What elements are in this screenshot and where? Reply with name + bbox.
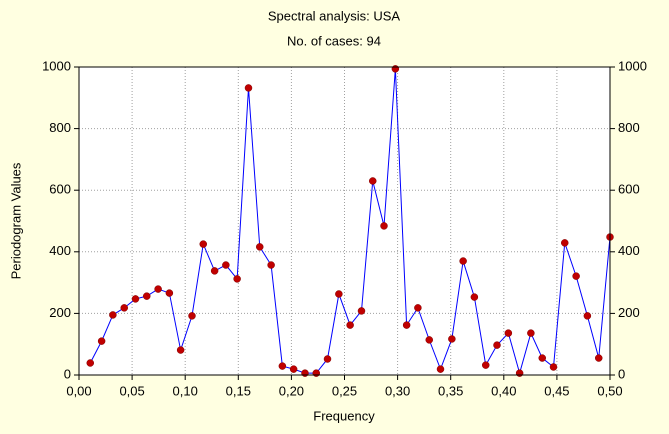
data-point	[391, 65, 400, 73]
data-point	[312, 369, 321, 377]
data-point	[222, 261, 230, 269]
data-point	[120, 304, 128, 312]
data-point	[335, 290, 343, 298]
y2-tick-label: 600	[618, 182, 640, 197]
y2-tick-label: 0	[618, 366, 625, 381]
data-point	[165, 289, 174, 297]
y2-tick-label: 400	[618, 243, 640, 258]
y-tick-label: 1000	[42, 58, 71, 73]
data-point	[561, 239, 569, 247]
data-point	[109, 311, 117, 319]
data-point	[448, 335, 456, 343]
data-point	[527, 329, 535, 337]
data-point	[301, 369, 309, 377]
data-point	[97, 337, 106, 345]
plot-frame	[78, 66, 611, 376]
y-tick-label: 600	[49, 182, 71, 197]
data-point	[470, 293, 479, 301]
x-tick-label: 0,05	[119, 383, 144, 398]
data-point	[414, 304, 422, 312]
data-point	[538, 354, 546, 362]
data-point	[210, 267, 219, 275]
x-tick-label: 0,40	[491, 383, 516, 398]
data-point	[323, 355, 332, 363]
data-point	[425, 336, 433, 344]
data-point	[233, 275, 241, 283]
data-point	[436, 365, 445, 373]
x-tick-label: 0,00	[66, 383, 91, 398]
data-point	[188, 312, 196, 320]
x-tick-label: 0,45	[544, 383, 569, 398]
data-point	[380, 222, 388, 230]
data-point	[481, 361, 490, 369]
y-axis-label: Periodogram Values	[8, 162, 23, 279]
data-point	[176, 346, 185, 354]
data-point	[583, 312, 592, 320]
data-point	[143, 292, 151, 300]
data-point	[154, 285, 162, 293]
data-point	[278, 362, 287, 370]
data-point	[86, 359, 95, 367]
y-tick-label: 400	[49, 243, 71, 258]
data-point	[368, 177, 377, 185]
data-point	[244, 84, 253, 92]
data-point	[289, 365, 298, 373]
data-point	[346, 321, 354, 329]
data-point	[515, 369, 524, 377]
x-tick-label: 0,50	[597, 383, 622, 398]
data-point	[267, 261, 275, 269]
data-point	[131, 295, 140, 303]
y-tick-label: 0	[64, 366, 71, 381]
data-point	[549, 363, 558, 371]
x-tick-label: 0,35	[438, 383, 463, 398]
x-tick-label: 0,15	[226, 383, 251, 398]
y2-tick-label: 800	[618, 120, 640, 135]
x-tick-label: 0,10	[173, 383, 198, 398]
data-point	[199, 240, 208, 248]
data-point	[504, 329, 513, 337]
x-tick-label: 0,20	[279, 383, 304, 398]
data-point	[594, 354, 603, 362]
y-tick-label: 200	[49, 305, 71, 320]
x-axis-label: Frequency	[313, 408, 375, 423]
data-point	[357, 307, 366, 315]
data-point	[256, 243, 264, 251]
data-point	[493, 341, 501, 349]
data-point	[402, 321, 411, 329]
y-tick-label: 800	[49, 120, 71, 135]
x-tick-label: 0,25	[332, 383, 357, 398]
y2-tick-label: 1000	[618, 58, 647, 73]
data-point	[459, 257, 467, 265]
x-tick-label: 0,30	[385, 383, 410, 398]
data-point	[572, 272, 580, 280]
y2-tick-label: 200	[618, 305, 640, 320]
chart-subtitle: No. of cases: 94	[287, 33, 381, 48]
chart-title: Spectral analysis: USA	[268, 8, 401, 23]
